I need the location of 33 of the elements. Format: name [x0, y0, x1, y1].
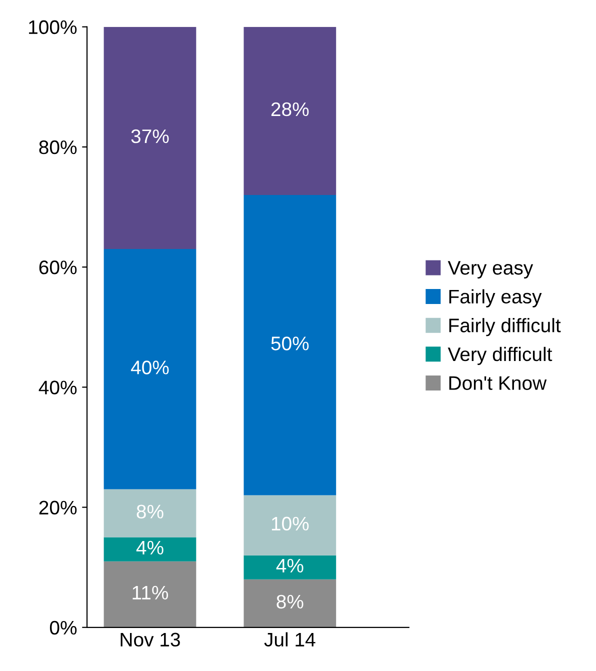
y-tick-label: 100%	[29, 20, 77, 34]
data-label: 28%	[271, 102, 309, 116]
y-tick-label: 0%	[50, 620, 77, 635]
data-label: 11%	[132, 586, 168, 600]
data-label: 40%	[130, 360, 169, 374]
legend-label: Don't Know	[449, 376, 547, 390]
bar	[104, 489, 196, 538]
y-tick-label: 40%	[38, 380, 77, 394]
x-tick-label: Nov 13	[120, 632, 180, 647]
legend-label: Very difficult	[448, 346, 552, 365]
data-label: 8%	[136, 504, 164, 518]
data-label: 4%	[136, 540, 164, 554]
y-tick-label: 60%	[39, 260, 77, 274]
bar	[244, 555, 336, 580]
bar	[104, 561, 196, 628]
bar	[104, 537, 196, 562]
legend-label: Very easy	[448, 261, 534, 279]
data-label: 50%	[271, 336, 309, 350]
data-label: 10%	[272, 516, 309, 531]
data-label: 8%	[276, 594, 304, 609]
bar	[244, 495, 336, 556]
legend-label: Fairly difficult	[449, 318, 561, 336]
bar	[244, 579, 336, 628]
data-label: 37%	[131, 129, 169, 144]
x-tick-label: Jul 14	[264, 632, 316, 647]
bar	[244, 194, 336, 496]
legend-label: Fairly easy	[449, 289, 542, 308]
bar	[244, 26, 336, 195]
data-label: 4%	[276, 558, 304, 572]
y-tick-label: 80%	[39, 140, 77, 154]
bar	[104, 249, 196, 490]
y-tick-label: 20%	[39, 500, 77, 515]
bar	[104, 26, 196, 250]
